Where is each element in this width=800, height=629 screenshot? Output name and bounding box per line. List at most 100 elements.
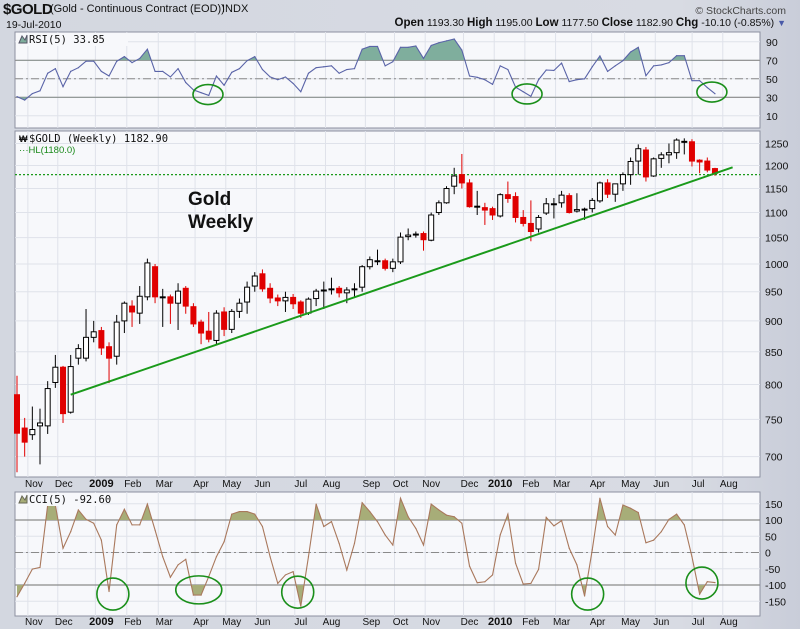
chart-date: 19-Jul-2010 (6, 19, 62, 31)
candle-down (696, 159, 703, 163)
rsi-point (583, 78, 586, 80)
cci-point (238, 510, 241, 513)
rsi-point (683, 55, 685, 57)
cci-point (699, 593, 701, 595)
x-axis-label: 2009 (89, 616, 113, 628)
cci-annotation-circle (570, 577, 605, 611)
candle-down (205, 330, 212, 340)
rsi-point (246, 60, 248, 62)
cci-point (476, 582, 478, 584)
rsi-point (606, 70, 609, 72)
price-y-tick-label: 1000 (765, 259, 789, 271)
candle-down (481, 207, 488, 211)
cci-overbought-fill (17, 498, 715, 520)
annotation-line-1: Gold (188, 189, 232, 210)
rsi-point (139, 57, 141, 60)
cci-point (568, 547, 570, 549)
x-axis-label: Jul (294, 617, 307, 628)
chg-label: Chg (675, 17, 699, 29)
candle-down (106, 346, 113, 359)
x-axis-label: May (621, 617, 640, 628)
candle-up (121, 302, 128, 322)
cci-point (338, 542, 340, 545)
rsi-point (116, 60, 118, 62)
cci-point (399, 497, 402, 499)
cci-point (77, 509, 79, 511)
rsi-point (691, 80, 693, 82)
rsi-point (315, 67, 317, 69)
x-axis-label: Feb (124, 479, 142, 490)
candle-down (267, 287, 274, 299)
rsi-point (560, 62, 563, 64)
candle-up (159, 296, 166, 299)
x-axis-label: Jul (692, 617, 705, 628)
candle-up (83, 336, 90, 359)
cci-y-tick-label: 0 (765, 548, 771, 560)
candle-up (136, 295, 143, 314)
cci-point (108, 590, 110, 593)
x-axis-label: Mar (553, 617, 571, 628)
cci-point (85, 518, 87, 520)
rsi-point (16, 96, 18, 98)
cci-point (215, 556, 218, 558)
cci-point (100, 539, 102, 541)
cci-point (606, 525, 609, 528)
rsi-title: RSI(5) 33.85 (29, 34, 105, 46)
candle-up (412, 233, 419, 236)
rsi-point (361, 48, 363, 50)
rsi-point (169, 76, 171, 78)
rsi-point (714, 93, 716, 95)
cci-point (499, 534, 501, 536)
price-y-tick-label: 1100 (765, 208, 788, 220)
cci-point (330, 521, 333, 523)
rsi-y-tick-label: 70 (766, 55, 778, 67)
cci-point (630, 507, 632, 509)
candle-up (244, 286, 251, 303)
rsi-point (108, 75, 110, 77)
candle-down (198, 321, 205, 334)
x-axis-label: Oct (393, 479, 409, 490)
rsi-point (177, 68, 179, 70)
cci-point (292, 571, 294, 573)
cci-point (277, 582, 279, 584)
price-y-tick-label: 1250 (765, 139, 789, 151)
candle-up (282, 296, 289, 302)
cci-annotation-circle (280, 575, 315, 609)
rsi-point (323, 66, 325, 68)
rsi-point (630, 51, 632, 53)
x-axis-label: Mar (156, 479, 174, 490)
cci-point (614, 534, 616, 536)
candle-up (359, 266, 366, 288)
rsi-chart-icon (18, 34, 28, 44)
candle-chart-icon: ₩ (19, 134, 28, 144)
candle-up (558, 194, 565, 204)
rsi-point (330, 65, 333, 67)
cci-point (714, 581, 716, 584)
x-axis-label: Mar (553, 479, 571, 490)
rsi-point (369, 45, 371, 48)
price-y-tick-label: 700 (765, 452, 783, 464)
rsi-point (491, 83, 494, 85)
price-y-tick-label: 1150 (765, 184, 788, 196)
rsi-point (131, 62, 133, 64)
cci-point (660, 531, 662, 533)
close-value: 1182.90 (635, 17, 673, 29)
x-axis-label: Apr (193, 479, 209, 490)
cci-point (491, 574, 494, 576)
candle-up (581, 208, 588, 211)
cci-point (522, 583, 524, 585)
cci-point (537, 568, 540, 571)
rsi-point (415, 45, 417, 47)
triangle-down-icon[interactable]: ▼ (777, 18, 786, 28)
rsi-point (47, 72, 49, 74)
candle-down (520, 216, 527, 224)
x-axis-label: Sep (362, 479, 380, 490)
cci-point (70, 531, 72, 533)
rsi-point (507, 68, 509, 71)
candle-down (489, 208, 496, 216)
cci-point (39, 566, 41, 569)
cci-line (16, 496, 716, 607)
x-axis-label: May (222, 617, 241, 628)
rsi-point (185, 81, 187, 84)
chart-header: $GOLD (Gold - Continuous Contract (EOD))… (0, 0, 800, 32)
